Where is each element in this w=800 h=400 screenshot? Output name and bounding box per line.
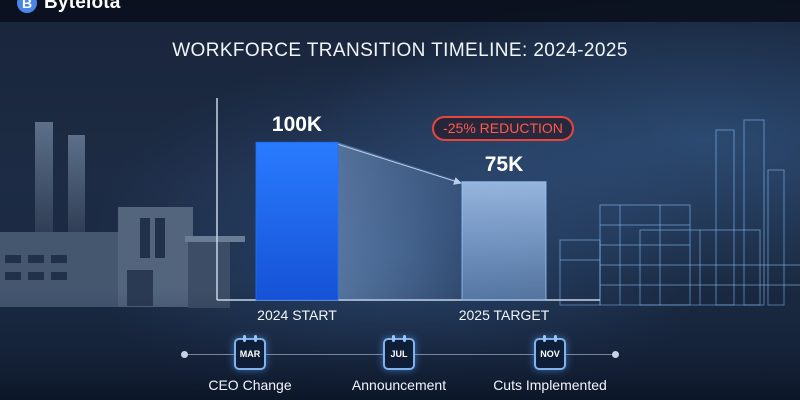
calendar-month-jul: JUL [390, 349, 408, 359]
factory-right-wireframe [559, 119, 800, 306]
calendar-icon-nov: NOV [534, 335, 566, 370]
chart-title: WORKFORCE TRANSITION TIMELINE: 2024-2025 [172, 40, 628, 61]
calendar-icon-mar: MAR [234, 335, 266, 370]
event-label-ceo-change: CEO Change [208, 377, 292, 393]
bar-2024-start [255, 141, 339, 301]
brand-name: Bytelota [44, 0, 121, 13]
value-label-2025: 75K [484, 152, 524, 176]
calendar-month-mar: MAR [239, 349, 261, 359]
calendar-icon-jul: JUL [383, 335, 415, 370]
event-label-announcement: Announcement [351, 377, 447, 393]
x-tick-label-2024: 2024 START [257, 307, 337, 323]
timeline-end-dot [612, 351, 619, 358]
calendar-month-nov: NOV [540, 349, 560, 359]
x-tick-label-2025: 2025 TARGET [458, 307, 550, 323]
bar-2025-target [461, 181, 547, 301]
timeline-start-dot [181, 351, 188, 358]
reduction-badge: -25% REDUCTION [432, 116, 574, 141]
transition-flow [338, 142, 462, 300]
bitcoin-b-icon: B [17, 0, 37, 13]
value-label-2024: 100K [271, 113, 323, 137]
brand-logo: B Bytelota [16, 0, 121, 15]
svg-text:B: B [22, 0, 32, 11]
transition-arrow [337, 143, 462, 185]
event-label-cuts-implemented: Cuts Implemented [493, 377, 607, 393]
top-bar: B Bytelota [0, 0, 800, 22]
